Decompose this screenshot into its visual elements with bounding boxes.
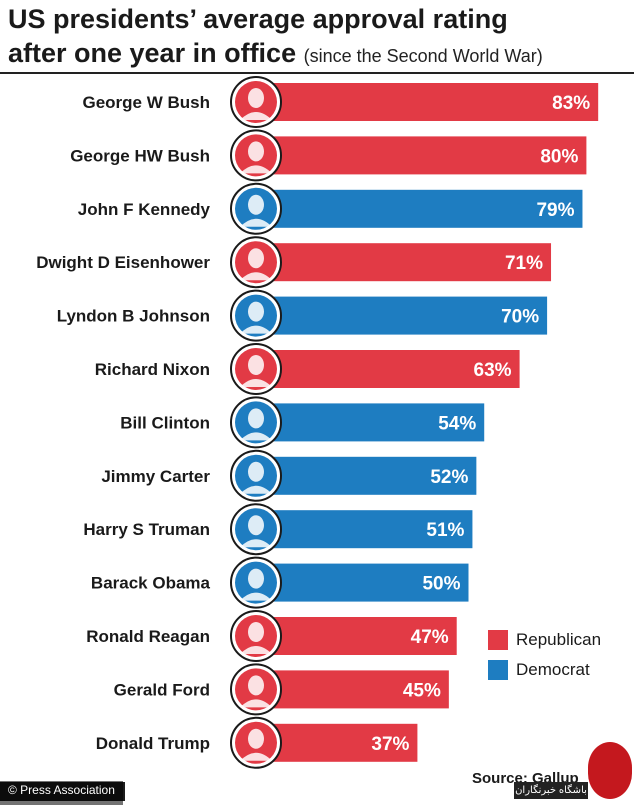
chart-subtitle: (since the Second World War): [303, 46, 543, 66]
bar: [272, 403, 485, 442]
portrait-head: [248, 141, 264, 162]
portrait-shoulders: [240, 165, 272, 174]
watermark-text: باشگاه خبرنگاران: [514, 782, 588, 799]
title-line-2: after one year in office (since the Seco…: [8, 36, 628, 73]
data-label: 52%: [430, 467, 468, 488]
title-line-1: US presidents’ average approval rating: [8, 4, 508, 34]
bar: [272, 136, 587, 175]
data-label: 83%: [552, 93, 590, 114]
portrait-shoulders: [240, 485, 272, 494]
portrait-head: [248, 408, 264, 429]
portrait-head: [248, 728, 264, 749]
portrait-shoulders: [240, 752, 272, 761]
portrait-head: [248, 88, 264, 108]
category-label: Harry S Truman: [83, 520, 210, 539]
category-label: Lyndon B Johnson: [57, 307, 210, 326]
portrait-shoulders: [240, 218, 272, 227]
portrait-shoulders: [240, 539, 272, 548]
legend-item-democrat: Democrat: [488, 655, 601, 685]
data-label: 80%: [540, 146, 578, 167]
data-label: 47%: [411, 627, 449, 648]
portrait-shoulders: [240, 112, 272, 120]
bar: [272, 617, 457, 655]
data-label: 54%: [438, 413, 476, 434]
category-label: John F Kennedy: [78, 200, 211, 219]
portrait-head: [248, 461, 264, 482]
photo-credit: © Press Association: [0, 781, 123, 805]
portrait-shoulders: [240, 272, 272, 281]
bar: [272, 456, 477, 495]
portrait-head: [248, 301, 264, 322]
portrait-head: [248, 622, 264, 642]
data-label: 63%: [474, 360, 512, 381]
bar: [272, 510, 473, 549]
portrait-head: [248, 568, 264, 589]
portrait-shoulders: [240, 592, 272, 601]
bar: [272, 296, 548, 335]
bar: [272, 243, 552, 282]
portrait-shoulders: [240, 699, 272, 708]
category-label: Richard Nixon: [95, 360, 210, 379]
legend-label-democrat: Democrat: [516, 660, 590, 679]
bar: [272, 670, 449, 709]
portrait-shoulders: [240, 325, 272, 334]
portrait-head: [248, 355, 264, 375]
category-label: Gerald Ford: [114, 680, 210, 699]
portrait-head: [248, 675, 264, 696]
title-line-2-text: after one year in office: [8, 38, 297, 68]
portrait-shoulders: [240, 379, 272, 387]
data-label: 37%: [371, 734, 409, 755]
data-label: 51%: [426, 520, 464, 541]
data-label: 79%: [536, 200, 574, 221]
legend-swatch-republican: [488, 630, 508, 650]
data-label: 45%: [403, 680, 441, 701]
data-label: 50%: [422, 574, 460, 595]
legend: Republican Democrat: [488, 625, 601, 685]
category-label: George HW Bush: [70, 146, 210, 165]
portrait-head: [248, 194, 264, 215]
bar: [272, 350, 520, 388]
legend-swatch-democrat: [488, 660, 508, 680]
category-label: Barack Obama: [91, 574, 211, 593]
category-label: Ronald Reagan: [86, 627, 210, 646]
portrait-shoulders: [240, 646, 272, 654]
category-label: Jimmy Carter: [101, 467, 210, 486]
data-label: 71%: [505, 253, 543, 274]
portrait-head: [248, 248, 264, 269]
watermark-logo: [588, 742, 632, 799]
category-label: Dwight D Eisenhower: [36, 253, 210, 272]
legend-label-republican: Republican: [516, 630, 602, 649]
title-divider: [0, 72, 634, 74]
bar: [272, 83, 599, 121]
category-label: Donald Trump: [96, 734, 210, 753]
bar: [272, 189, 583, 228]
bar: [272, 723, 418, 762]
data-label: 70%: [501, 307, 539, 328]
bar: [272, 563, 469, 602]
portrait-shoulders: [240, 432, 272, 441]
chart-title: US presidents’ average approval rating a…: [8, 2, 628, 73]
category-label: Bill Clinton: [120, 413, 210, 432]
category-label: George W Bush: [82, 93, 210, 112]
portrait-head: [248, 515, 264, 536]
legend-item-republican: Republican: [488, 625, 601, 655]
